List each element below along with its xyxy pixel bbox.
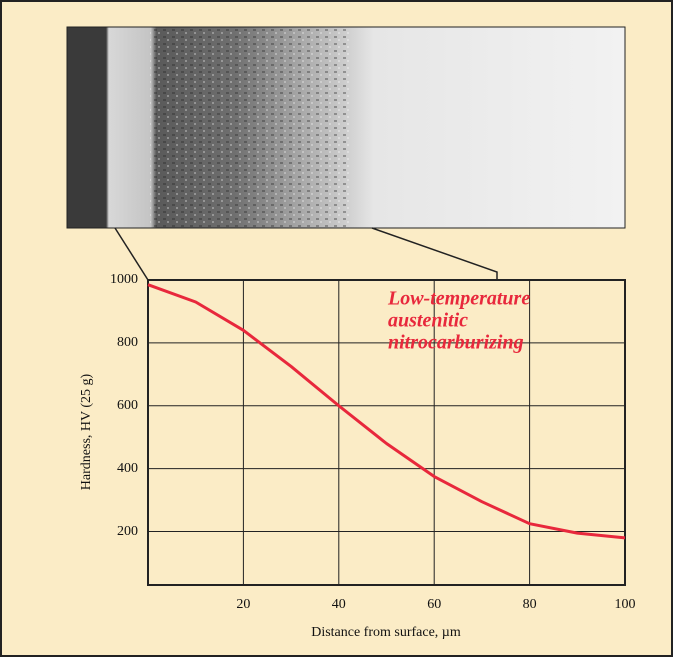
x-tick-label: 80 <box>523 597 537 612</box>
y-tick-label: 400 <box>117 461 138 476</box>
x-axis-label: Distance from surface, µm <box>311 625 461 640</box>
x-tick-label: 20 <box>236 597 250 612</box>
annotation: nitrocarburizing <box>388 332 524 354</box>
plot-area <box>148 280 625 585</box>
annotation: austenitic <box>388 310 468 332</box>
y-axis-label: Hardness, HV (25 g) <box>79 373 94 490</box>
annotation: Low-temperature <box>387 288 530 310</box>
y-tick-label: 200 <box>117 524 138 539</box>
y-tick-label: 800 <box>117 335 138 350</box>
x-tick-label: 60 <box>427 597 441 612</box>
y-tick-label: 600 <box>117 398 138 413</box>
micrograph-texture <box>150 27 350 228</box>
figure: Hardness, HV (25 g) Distance from surfac… <box>0 0 673 657</box>
x-tick-label: 40 <box>332 597 346 612</box>
x-tick-label: 100 <box>615 597 636 612</box>
y-tick-label: 1000 <box>110 272 138 287</box>
